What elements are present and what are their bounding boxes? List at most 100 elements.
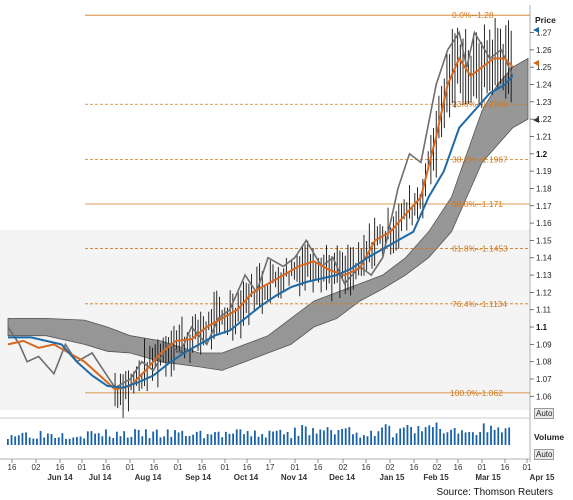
volume-bar (17, 435, 20, 445)
volume-bar (323, 430, 325, 445)
price-auto-button[interactable]: Auto (534, 408, 555, 419)
volume-bar (134, 429, 136, 445)
volume-bar (417, 426, 420, 445)
volume-bar (28, 437, 31, 445)
volume-bar (214, 432, 216, 445)
volume-bar (155, 429, 158, 445)
volume-bar (137, 430, 140, 445)
volume-bar (148, 438, 151, 445)
volume-bar (355, 432, 358, 445)
volume-bar (450, 429, 452, 445)
volume-bar (72, 437, 75, 445)
volume-bar (199, 430, 202, 445)
series-line (7, 30, 514, 389)
x-tick-label: 17 (266, 463, 275, 472)
volume-bar (68, 438, 71, 445)
x-tick-label: 01 (221, 463, 230, 472)
y-tick-label: 1.09 (536, 340, 552, 349)
volume-bar (10, 435, 13, 445)
volume-bar (435, 422, 438, 445)
x-month-label: Mar 15 (475, 473, 501, 482)
volume-bar (36, 438, 38, 445)
volume-bar (221, 437, 224, 445)
volume-bar (25, 432, 27, 445)
volume-bar (319, 429, 322, 445)
x-tick-label: 16 (198, 463, 207, 472)
x-tick-label: 01 (478, 463, 487, 472)
volume-bar (97, 433, 100, 445)
volume-bar (130, 436, 133, 445)
x-tick-label: 16 (362, 463, 371, 472)
y-tick-label: 1.19 (536, 167, 552, 176)
price-axis-label: Price (535, 15, 556, 25)
price-marker-icon (533, 27, 539, 33)
volume-bar (442, 433, 445, 445)
volume-auto-button[interactable]: Auto (534, 449, 555, 460)
x-tick-label: 01 (126, 463, 135, 472)
volume-bar (421, 431, 423, 445)
y-tick-label: 1.16 (536, 219, 552, 228)
volume-bar (65, 438, 67, 445)
volume-bar (264, 437, 267, 445)
volume-bar (152, 431, 155, 445)
volume-bar (79, 436, 82, 445)
volume-bar (501, 432, 503, 445)
x-tick-label: 16 (102, 463, 111, 472)
volume-bar (290, 438, 293, 445)
y-tick-label: 1.18 (536, 184, 552, 193)
volume-bar (344, 428, 347, 445)
volume-bar (286, 431, 289, 445)
x-month-label: Jun 14 (47, 473, 73, 482)
x-tick-label: 02 (32, 463, 41, 472)
volume-bar (83, 438, 86, 445)
y-tick-label: 1.24 (536, 80, 552, 89)
volume-bar (366, 436, 369, 445)
volume-bar (272, 431, 274, 445)
price-marker-icon (533, 117, 539, 123)
volume-bar (446, 432, 449, 445)
fib-label: 76.4%--1.1134 (452, 299, 507, 309)
x-tick-label: 01 (291, 463, 300, 472)
volume-bar (228, 433, 231, 445)
volume-bar (504, 428, 507, 445)
volume-bar (257, 436, 260, 445)
volume-bar (159, 437, 162, 445)
volume-bar (493, 429, 496, 445)
x-tick-label: 02 (339, 463, 348, 472)
volume-bar (352, 434, 354, 445)
volume-bar (105, 429, 107, 445)
cloud-area (7, 57, 529, 371)
volume-bar (126, 437, 129, 445)
volume-bar (508, 427, 511, 445)
x-tick-label: 02 (433, 463, 442, 472)
volume-bar (428, 425, 431, 445)
y-tick-label: 1.08 (536, 358, 552, 367)
volume-bar (61, 433, 64, 445)
volume-bar (224, 431, 227, 445)
time-axis-days: 16 02 16 01 16 01 16 01 16 01 16 17 01 16 02 16 02 16 02 16… (8, 459, 532, 472)
volume-bar (246, 431, 249, 445)
volume-bar (471, 432, 474, 445)
y-tick-label: 1.21 (536, 132, 552, 141)
volume-bar (402, 427, 405, 445)
volume-bar (232, 433, 235, 445)
volume-bar (373, 435, 376, 445)
x-month-label: Jan 15 (380, 473, 405, 482)
volume-bar (464, 432, 467, 445)
volume-bar (32, 438, 35, 445)
volume-label: Volume (534, 432, 564, 442)
volume-bar (410, 426, 412, 445)
fib-label: 50.0%--1.171 (452, 199, 503, 209)
x-tick-label: 16 (501, 463, 510, 472)
y-tick-label: 1.23 (536, 98, 552, 107)
volume-bar (333, 434, 336, 445)
volume-bar (479, 432, 482, 445)
volume-bar (457, 433, 460, 445)
x-month-label: Nov 14 (281, 473, 308, 482)
x-month-label: Aug 14 (135, 473, 162, 482)
y-tick-label: 1.11 (536, 306, 552, 315)
volume-bar (431, 427, 434, 445)
volume-bar (315, 433, 318, 445)
volume-bar (181, 430, 184, 445)
